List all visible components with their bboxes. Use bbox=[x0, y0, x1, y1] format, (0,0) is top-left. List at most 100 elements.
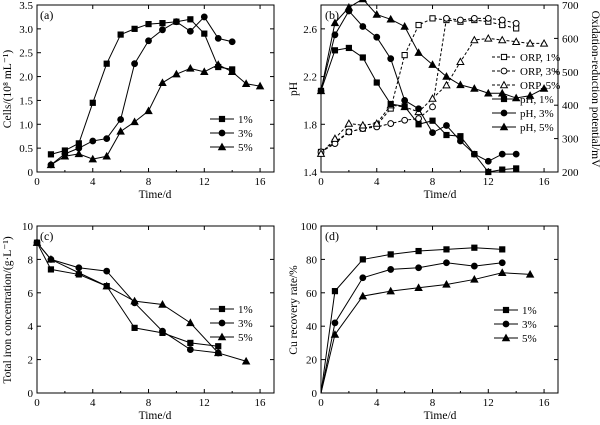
y-tick-label-d-0: 0 bbox=[312, 388, 318, 400]
data-point-a-0-7 bbox=[145, 20, 152, 28]
data-point-b-2-14 bbox=[511, 37, 521, 45]
legend-marker-b-5 bbox=[499, 122, 509, 131]
data-point-a-1-11 bbox=[200, 13, 208, 21]
chart-panel-b: (b) Time/d pH Oxidation-reduction potent… bbox=[288, 0, 600, 201]
x-tick-label-a-4: 16 bbox=[255, 176, 267, 188]
x-tick-label-a-2: 8 bbox=[146, 176, 152, 188]
legend-label-b-3: pH, 1% bbox=[520, 94, 554, 106]
legend-label-b-2: ORP, 5% bbox=[520, 80, 560, 92]
data-point-b-1-2 bbox=[345, 128, 353, 136]
y-tick-label-d-1: 20 bbox=[306, 355, 318, 367]
y-tick-label-d-4: 80 bbox=[306, 254, 318, 266]
data-point-b-4-12 bbox=[484, 157, 492, 165]
legend-marker-c-1 bbox=[218, 319, 226, 327]
legend-marker-d-1 bbox=[502, 320, 510, 328]
data-point-a-1-10 bbox=[186, 27, 194, 35]
legend-label-b-4: pH, 3% bbox=[520, 108, 554, 120]
data-point-b-5-7 bbox=[414, 48, 423, 56]
data-point-c-2-5 bbox=[158, 300, 167, 308]
y-tick-label-a-6: 3.0 bbox=[19, 24, 33, 36]
data-point-c-2-7 bbox=[213, 348, 223, 357]
data-point-b-4-7 bbox=[415, 105, 422, 113]
y2-tick-label-b-1: 300 bbox=[562, 134, 579, 146]
data-point-b-5-15 bbox=[525, 91, 535, 99]
legend-marker-a-2 bbox=[217, 142, 227, 151]
data-point-b-3-9 bbox=[443, 131, 450, 139]
data-point-a-2-4 bbox=[102, 151, 111, 160]
data-point-b-3-1 bbox=[331, 47, 339, 54]
data-point-b-4-6 bbox=[401, 97, 409, 104]
data-point-b-4-9 bbox=[443, 122, 450, 129]
legend-label-c-1: 3% bbox=[238, 318, 253, 330]
data-point-c-1-5 bbox=[159, 327, 166, 335]
data-point-b-2-12 bbox=[484, 33, 493, 42]
y-tick-label-d-3: 60 bbox=[306, 288, 318, 300]
series-line-a-2 bbox=[50, 64, 261, 166]
data-point-c-2-8 bbox=[241, 356, 251, 365]
x-tick-label-b-1: 4 bbox=[374, 176, 380, 188]
data-point-d-0-4 bbox=[415, 247, 422, 255]
data-point-a-2-8 bbox=[158, 78, 167, 86]
data-point-b-1-8 bbox=[429, 103, 436, 111]
data-point-d-2-6 bbox=[470, 275, 479, 283]
legend-label-c-0: 1% bbox=[238, 304, 253, 316]
series-line-d-0 bbox=[320, 247, 503, 394]
legend-marker-a-1 bbox=[218, 129, 226, 137]
data-point-b-3-5 bbox=[387, 100, 394, 108]
data-point-b-5-3 bbox=[358, 0, 368, 3]
y-tick-label-b-2: 2.2 bbox=[303, 72, 317, 84]
data-point-c-0-7 bbox=[215, 343, 222, 350]
x-tick-label-d-4: 16 bbox=[539, 397, 551, 409]
data-point-c-0-6 bbox=[187, 339, 194, 346]
data-point-a-1-3 bbox=[89, 137, 97, 145]
data-point-d-1-2 bbox=[359, 274, 367, 282]
data-point-b-4-3 bbox=[359, 23, 367, 30]
data-point-b-5-2 bbox=[344, 2, 354, 11]
y-tick-label-b-0: 1.4 bbox=[303, 167, 317, 179]
data-point-b-2-8 bbox=[428, 94, 437, 102]
data-point-d-1-5 bbox=[443, 259, 450, 267]
data-point-b-5-9 bbox=[442, 72, 451, 80]
data-point-b-2-4 bbox=[372, 119, 382, 127]
data-point-b-3-14 bbox=[513, 165, 520, 172]
data-point-d-0-3 bbox=[387, 251, 394, 258]
data-point-d-2-2 bbox=[358, 291, 368, 300]
data-point-b-3-8 bbox=[429, 117, 436, 124]
data-point-b-1-13 bbox=[498, 16, 506, 24]
legend-label-b-5: pH, 5% bbox=[520, 122, 554, 134]
y2-tick-label-b-5: 700 bbox=[562, 0, 579, 12]
data-point-d-2-7 bbox=[497, 268, 507, 276]
data-point-b-4-11 bbox=[470, 150, 478, 158]
data-point-a-0-6 bbox=[131, 25, 138, 32]
legend-label-d-0: 1% bbox=[522, 305, 537, 317]
data-point-d-0-5 bbox=[443, 246, 450, 253]
legend-label-a-2: 5% bbox=[238, 142, 253, 154]
legend-marker-b-4 bbox=[500, 109, 508, 117]
legend-marker-c-2 bbox=[217, 332, 227, 341]
y-axis-label-a: Cells/(10⁸ mL⁻¹) bbox=[2, 50, 14, 129]
data-point-b-2-13 bbox=[497, 35, 507, 44]
y-axis-label-d: Cu recovery rate/% bbox=[288, 265, 300, 355]
chart-panel-c: (c) Time/d Total iron concentration/(g·L… bbox=[2, 221, 275, 422]
data-point-a-1-8 bbox=[159, 26, 166, 34]
data-point-b-5-16 bbox=[539, 84, 549, 92]
data-point-a-2-9 bbox=[172, 69, 181, 78]
chart-panel-a: (a) Time/d Cells/(10⁸ mL⁻¹) 0 4 8 12 16 0 0.5 1… bbox=[2, 0, 275, 201]
legend-marker-c-0 bbox=[218, 305, 226, 313]
data-point-a-1-5 bbox=[117, 116, 125, 123]
data-point-b-1-14 bbox=[512, 19, 520, 27]
data-point-b-3-4 bbox=[373, 79, 380, 86]
x-axis-label-a: Time/d bbox=[139, 189, 172, 201]
data-point-a-2-10 bbox=[186, 64, 195, 72]
y-tick-label-a-5: 2.5 bbox=[19, 48, 33, 60]
y-tick-label-c-3: 6 bbox=[28, 288, 34, 300]
plot-frame-c bbox=[36, 225, 275, 394]
x-axis-label-c: Time/d bbox=[139, 410, 172, 422]
data-point-d-2-8 bbox=[525, 270, 535, 278]
legend-label-c-2: 5% bbox=[238, 332, 253, 344]
legend-marker-b-3 bbox=[500, 95, 508, 103]
data-point-a-2-14 bbox=[241, 79, 251, 87]
panel-label-b: (b) bbox=[325, 8, 339, 22]
data-point-c-2-3 bbox=[102, 281, 111, 290]
x-tick-label-d-3: 12 bbox=[483, 397, 494, 409]
